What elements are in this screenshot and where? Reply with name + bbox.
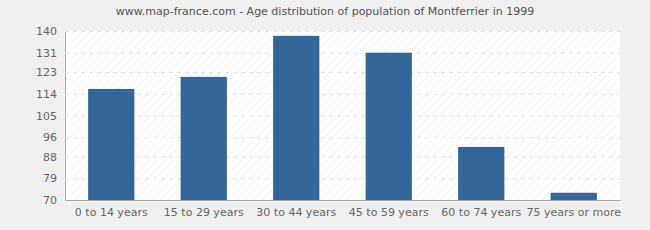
tick: 15 to 29 years (164, 206, 244, 219)
tick-label: 79 (43, 172, 57, 185)
bar (366, 53, 412, 200)
grid-line (65, 53, 620, 54)
tick-label: 70 (43, 194, 57, 207)
tick-label: 88 (43, 151, 57, 164)
bars (88, 36, 597, 200)
bar (458, 147, 504, 200)
tick-label: 131 (36, 47, 57, 60)
grid-line (65, 31, 620, 32)
grid-line (65, 137, 620, 138)
tick: 140 (36, 25, 620, 38)
tick: 30 to 44 years (256, 206, 336, 219)
tick-label: 105 (36, 110, 57, 123)
tick-label: 96 (43, 131, 57, 144)
tick: 0 to 14 years (75, 206, 148, 219)
plot-background (65, 31, 620, 200)
bar (551, 193, 597, 200)
tick: 45 to 59 years (349, 206, 429, 219)
grid-line (65, 94, 620, 95)
bar (88, 89, 134, 200)
x-axis: 0 to 14 years 15 to 29 years 30 to 44 year… (66, 201, 622, 219)
tick-label: 0 to 14 years (75, 206, 148, 219)
grid-line (65, 157, 620, 158)
tick: 75 years or more (526, 206, 621, 219)
title: www.map-france.com - Age distribution of… (116, 5, 534, 18)
tick-label: 45 to 59 years (349, 206, 429, 219)
plot: 70 79 88 96 105 114 123 131 140 0 to 14 years 15 t… (36, 25, 621, 219)
tick-label: 114 (36, 88, 57, 101)
tick-label: 15 to 29 years (164, 206, 244, 219)
y-axis: 70 79 88 96 105 114 123 131 140 (36, 25, 620, 207)
tick-label: 75 years or more (526, 206, 621, 219)
bar (181, 77, 227, 200)
grid-line (65, 72, 620, 73)
tick-label: 60 to 74 years (441, 206, 521, 219)
grid-line (65, 116, 620, 117)
tick-label: 140 (36, 25, 57, 38)
tick: 123 (36, 66, 620, 79)
tick: 131 (36, 47, 620, 60)
tick: 60 to 74 years (441, 206, 521, 219)
tick-label: 30 to 44 years (256, 206, 336, 219)
chart: www.map-france.com - Age distribution of… (0, 0, 650, 230)
grid-line (65, 200, 620, 201)
tick-label: 123 (36, 66, 57, 79)
bar (273, 36, 319, 200)
axis-line (66, 200, 621, 201)
grid-line (65, 178, 620, 179)
